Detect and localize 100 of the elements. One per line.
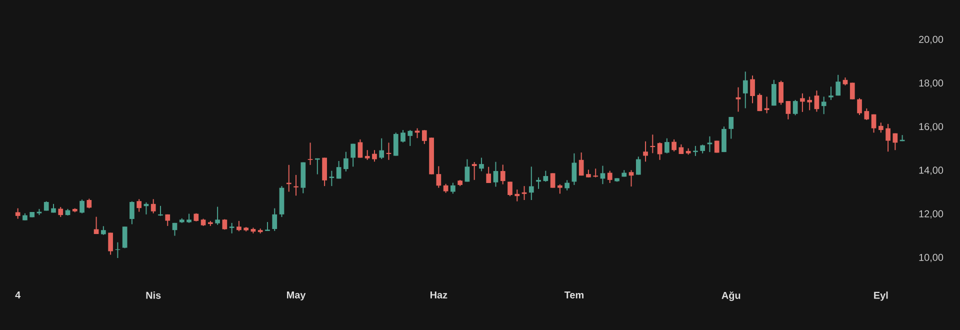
candlestick — [150, 198, 156, 214]
candlestick — [650, 134, 656, 154]
candlestick — [628, 170, 634, 187]
candlestick — [864, 108, 870, 121]
candlestick — [94, 216, 99, 235]
candlestick — [600, 165, 606, 185]
candlestick — [550, 172, 556, 188]
candlestick — [736, 86, 741, 112]
candlestick — [886, 123, 890, 152]
candlestick — [80, 199, 84, 214]
candlestick — [664, 138, 670, 154]
candlestick — [807, 96, 812, 111]
x-tick-label: Ağu — [722, 292, 740, 301]
candlestick — [786, 100, 791, 120]
candlestick — [493, 161, 498, 188]
candlestick — [607, 170, 612, 184]
candlestick — [436, 166, 442, 188]
candlestick — [508, 181, 512, 197]
candlestick — [800, 92, 805, 112]
candlestick — [393, 132, 398, 156]
y-tick-label: 14,00 — [919, 166, 944, 175]
candlestick — [322, 157, 327, 187]
candlestick — [764, 96, 770, 114]
candlestick — [778, 80, 784, 106]
x-tick-label: May — [286, 292, 306, 300]
candlestick — [722, 126, 726, 153]
candlestick — [742, 71, 748, 109]
y-tick-label: 10,00 — [919, 254, 944, 262]
candlestick — [871, 114, 876, 134]
candlestick — [657, 142, 662, 160]
candlestick — [707, 136, 712, 153]
candlestick — [558, 184, 562, 194]
y-tick-label: 18,00 — [919, 79, 944, 88]
candlestick — [500, 164, 506, 185]
candlestick — [821, 96, 826, 115]
candlestick — [272, 208, 278, 232]
candlestick — [522, 186, 527, 201]
y-tick-label: 12,00 — [919, 210, 944, 219]
candlestick — [850, 82, 855, 100]
candlestick — [58, 206, 64, 218]
x-tick-label: Nis — [146, 292, 161, 299]
candlestick — [792, 99, 798, 116]
x-tick-label: 4 — [15, 292, 21, 298]
candlestick — [828, 86, 834, 100]
candlestick — [308, 142, 313, 166]
x-tick-label: Eyl — [874, 292, 888, 301]
candlestick — [130, 200, 134, 225]
candlestick — [408, 130, 413, 146]
candlestick — [86, 198, 92, 209]
candlestick — [572, 152, 577, 186]
candlestick — [136, 198, 142, 212]
candlestick — [479, 157, 484, 172]
candlestick — [215, 206, 220, 226]
candlestick — [358, 138, 363, 158]
candlestick — [122, 226, 128, 249]
candlestick — [400, 130, 406, 143]
candlestick — [878, 122, 884, 134]
x-tick-label: Haz — [430, 292, 448, 298]
candlestick — [486, 166, 492, 184]
candlestick — [372, 150, 377, 162]
candlestick — [236, 220, 242, 232]
candlestick — [158, 205, 163, 216]
candlestick — [857, 98, 862, 116]
candlestick — [364, 150, 370, 160]
candlestick — [836, 74, 841, 96]
candlestick — [528, 166, 534, 201]
candlestick — [564, 180, 570, 191]
candlestick — [15, 208, 20, 220]
candlestick — [514, 189, 520, 202]
y-tick-label: 20,00 — [919, 36, 944, 44]
candlestick — [672, 138, 676, 152]
x-tick-label: Tem — [564, 292, 584, 298]
candlestick — [222, 218, 228, 230]
candlestick — [728, 116, 734, 140]
candlestick — [172, 222, 178, 236]
candlestick — [108, 232, 113, 256]
candlestick — [771, 79, 776, 106]
candlestick — [472, 162, 477, 180]
candlestick — [578, 152, 584, 176]
candlestick — [636, 156, 641, 176]
candlestick — [294, 174, 298, 196]
candlestick — [414, 128, 420, 139]
candlestick — [329, 170, 334, 187]
candlestick — [543, 170, 548, 182]
y-tick-label: 16,00 — [919, 123, 944, 132]
candlestick — [186, 213, 192, 224]
candlestick — [757, 92, 762, 112]
candlestick — [229, 222, 234, 234]
candlestick — [450, 182, 456, 194]
candlestick — [750, 75, 755, 104]
candlestick — [422, 130, 427, 144]
candlestick — [350, 143, 356, 168]
candlestick — [379, 138, 384, 160]
candlestick — [693, 145, 698, 156]
candlestick — [344, 151, 348, 172]
candlestick — [336, 160, 342, 180]
candlestick — [814, 90, 820, 112]
candlestick — [593, 168, 598, 178]
candlestick — [643, 140, 648, 162]
candlestick — [464, 158, 470, 182]
